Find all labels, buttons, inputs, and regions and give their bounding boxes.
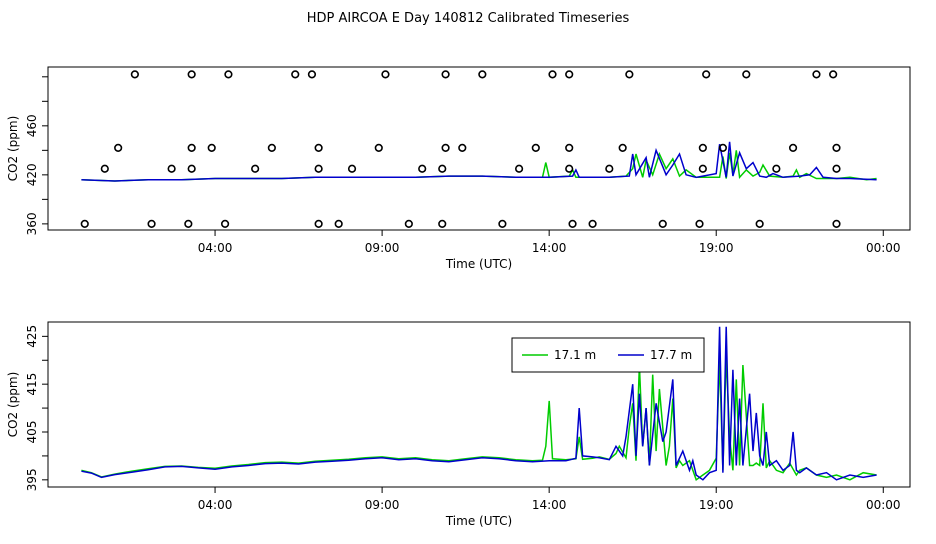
calibration-point bbox=[184, 219, 193, 228]
calibration-point bbox=[80, 219, 89, 228]
plot-frame bbox=[47, 66, 911, 231]
calibration-point bbox=[498, 219, 507, 228]
calibration-point bbox=[458, 143, 467, 152]
calibration-point bbox=[565, 164, 574, 173]
calibration-point bbox=[224, 70, 233, 79]
calibration-point bbox=[100, 164, 109, 173]
calibration-point bbox=[698, 164, 707, 173]
x-axis-title: Time (UTC) bbox=[445, 257, 512, 271]
x-tick-label: 09:00 bbox=[365, 498, 400, 512]
calibration-point bbox=[441, 70, 450, 79]
calibration-point bbox=[588, 219, 597, 228]
calibration-point bbox=[478, 70, 487, 79]
x-tick-label: 04:00 bbox=[198, 241, 233, 255]
calibration-point bbox=[147, 219, 156, 228]
y-tick-label: 395 bbox=[25, 468, 39, 491]
y-tick-label: 425 bbox=[25, 325, 39, 348]
calibration-point bbox=[618, 143, 627, 152]
calibration-point bbox=[605, 164, 614, 173]
calibration-point bbox=[565, 143, 574, 152]
series-line-1 bbox=[81, 141, 877, 182]
calibration-point bbox=[832, 143, 841, 152]
calibration-point bbox=[291, 70, 300, 79]
calibration-point bbox=[374, 143, 383, 152]
legend: 17.1 m 17.7 m bbox=[511, 337, 705, 373]
x-tick-label: 09:00 bbox=[365, 241, 400, 255]
calibration-point bbox=[832, 219, 841, 228]
y-tick-label: 415 bbox=[25, 373, 39, 396]
y-axis-title: CO2 (ppm) bbox=[6, 116, 20, 182]
calibration-point bbox=[829, 70, 838, 79]
calibration-point bbox=[438, 219, 447, 228]
x-tick-label: 14:00 bbox=[532, 498, 567, 512]
calibration-point bbox=[167, 164, 176, 173]
calibration-point bbox=[207, 143, 216, 152]
calibration-point bbox=[548, 70, 557, 79]
y-tick-label: 460 bbox=[25, 114, 39, 137]
calibration-point bbox=[438, 164, 447, 173]
x-tick-label: 00:00 bbox=[866, 498, 901, 512]
calibration-point bbox=[625, 70, 634, 79]
calibration-point bbox=[658, 219, 667, 228]
calibration-point bbox=[187, 143, 196, 152]
legend-label-0: 17.1 m bbox=[554, 348, 596, 362]
calibration-point bbox=[531, 143, 540, 152]
calibration-point bbox=[307, 70, 317, 79]
calibration-point bbox=[187, 70, 196, 79]
y-axis-title: CO2 (ppm) bbox=[6, 372, 20, 438]
calibration-point bbox=[220, 219, 230, 228]
calibration-point bbox=[381, 70, 390, 79]
calibration-point bbox=[695, 219, 704, 228]
x-tick-label: 04:00 bbox=[198, 498, 233, 512]
calibration-point bbox=[441, 143, 450, 152]
calibration-point bbox=[514, 164, 524, 173]
y-tick-label: 405 bbox=[25, 421, 39, 444]
calibration-point bbox=[742, 70, 751, 79]
calibration-point bbox=[334, 219, 343, 228]
calibration-point bbox=[314, 219, 323, 228]
calibration-point bbox=[404, 219, 413, 228]
bottom-panel: 04:00 09:00 14:00 19:00 00:00 395 405 415 425 Tim… bbox=[6, 321, 911, 528]
calibration-point bbox=[698, 143, 707, 152]
calibration-point bbox=[251, 164, 260, 173]
calibration-point bbox=[347, 164, 357, 173]
x-tick-label: 19:00 bbox=[699, 241, 734, 255]
plot-frame bbox=[47, 321, 911, 488]
calibration-point bbox=[568, 219, 577, 228]
calibration-point bbox=[832, 164, 841, 173]
calibration-point bbox=[267, 143, 276, 152]
x-tick-label: 19:00 bbox=[699, 498, 734, 512]
calibration-point bbox=[187, 164, 196, 173]
calibration-point bbox=[718, 143, 727, 152]
calibration-point bbox=[788, 143, 798, 152]
x-axis-title: Time (UTC) bbox=[445, 514, 512, 528]
x-tick-label: 14:00 bbox=[532, 241, 567, 255]
calibration-point bbox=[812, 70, 821, 79]
calibration-point bbox=[565, 70, 574, 79]
calibration-point bbox=[418, 164, 427, 173]
y-tick-label: 360 bbox=[25, 212, 39, 235]
series-line-0 bbox=[81, 355, 877, 481]
calibration-point bbox=[314, 143, 323, 152]
calibration-point bbox=[314, 164, 323, 173]
top-panel: 04:00 09:00 14:00 19:00 00:00 360 420 460 Time (… bbox=[6, 66, 911, 271]
calibration-point bbox=[702, 70, 711, 79]
calibration-point bbox=[130, 70, 139, 79]
calibration-point bbox=[114, 143, 123, 152]
calibration-point bbox=[772, 164, 781, 173]
x-tick-label: 00:00 bbox=[866, 241, 901, 255]
y-tick-label: 420 bbox=[25, 163, 39, 186]
figure-title: HDP AIRCOA E Day 140812 Calibrated Times… bbox=[307, 11, 630, 26]
series-line-1 bbox=[81, 326, 877, 481]
legend-label-1: 17.7 m bbox=[650, 348, 692, 362]
calibration-point bbox=[755, 219, 764, 228]
